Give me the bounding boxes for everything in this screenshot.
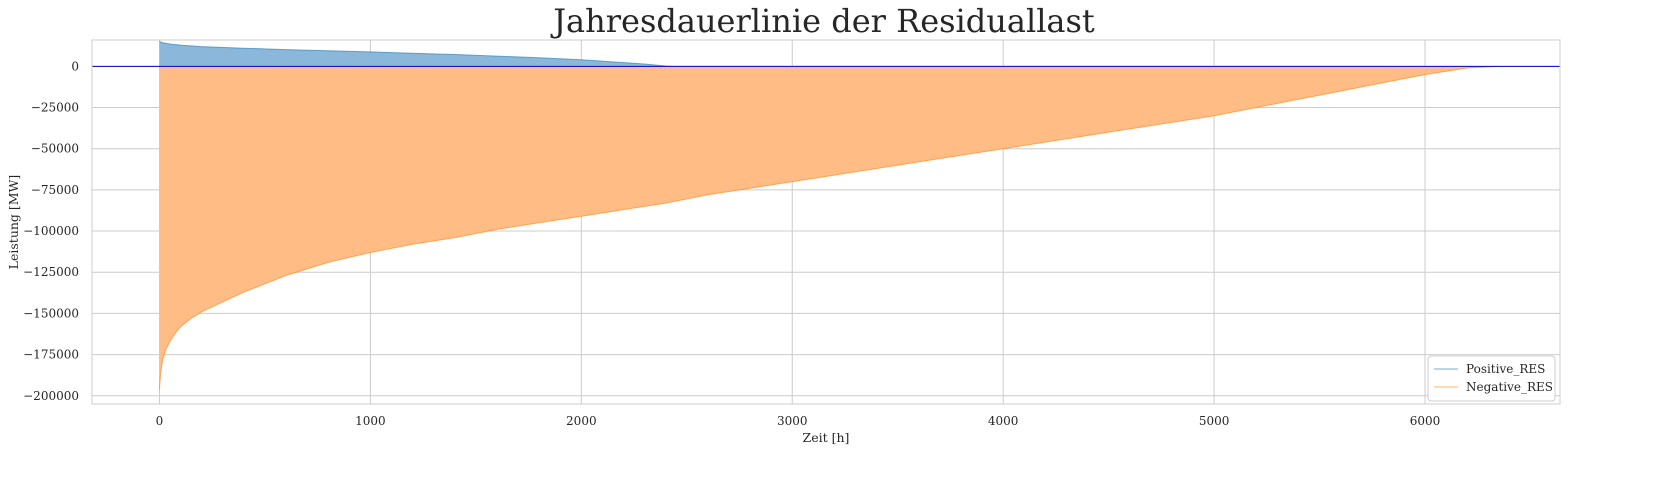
y-tick-label: −150000 xyxy=(23,306,79,320)
x-tick-label: 0 xyxy=(156,414,164,428)
x-tick-label: 3000 xyxy=(777,414,808,428)
y-tick-label: −75000 xyxy=(31,183,79,197)
y-tick-label: −175000 xyxy=(23,348,79,362)
tick-label-layer: 0 1000 2000 3000 4000 5000 6000 0 −25000 −50000 −7… xyxy=(23,59,1440,428)
y-tick-label: −100000 xyxy=(23,224,79,238)
series-line-positive-res xyxy=(159,40,673,67)
x-tick-label: 6000 xyxy=(1410,414,1441,428)
plot-frame xyxy=(91,39,1561,405)
y-axis-label: Leistung [MW] xyxy=(6,175,21,270)
legend-label-negative-res: Negative_RES xyxy=(1466,380,1553,394)
x-tick-label: 4000 xyxy=(988,414,1019,428)
area-fill-negative-res xyxy=(159,66,1499,390)
x-tick-label: 2000 xyxy=(566,414,597,428)
legend-label-positive-res: Positive_RES xyxy=(1466,362,1545,376)
series-line-negative-res xyxy=(159,65,1499,390)
y-tick-label: −200000 xyxy=(23,389,79,403)
y-tick-label: 0 xyxy=(71,59,79,73)
y-tick-label: −25000 xyxy=(31,101,79,115)
area-fill-positive-res xyxy=(159,41,672,67)
y-tick-label: −125000 xyxy=(23,265,79,279)
area-layer xyxy=(92,40,1560,390)
x-tick-label: 1000 xyxy=(355,414,386,428)
x-tick-label: 5000 xyxy=(1199,414,1230,428)
legend-box xyxy=(1427,355,1556,402)
x-axis-label: Zeit [h] xyxy=(803,430,850,445)
legend: Positive_RES Negative_RES xyxy=(1427,355,1556,402)
chart-title: Jahresdauerlinie der Residuallast xyxy=(550,2,1095,40)
y-tick-label: −50000 xyxy=(31,142,79,156)
